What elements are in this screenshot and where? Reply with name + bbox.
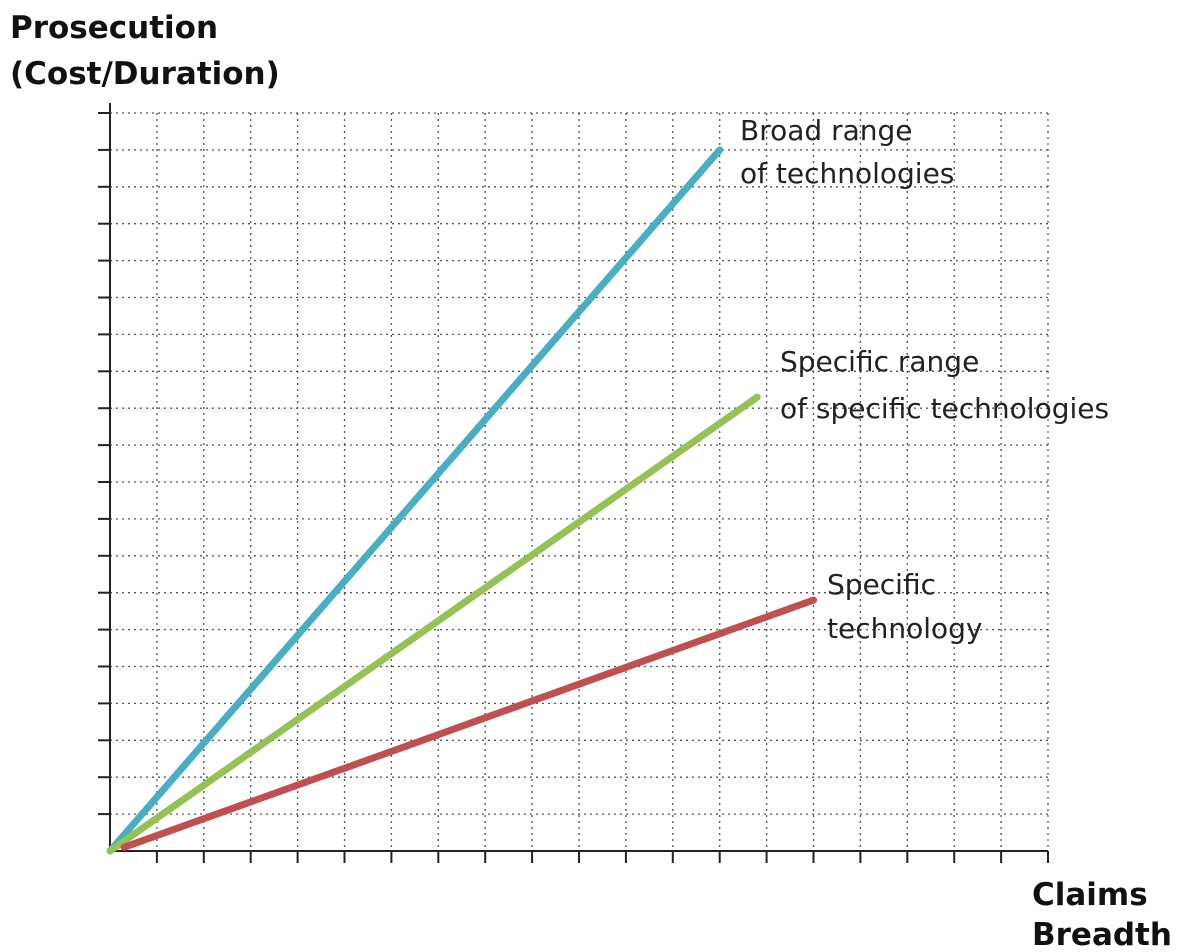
series-label-specific-technology-line1: Specific [827,568,936,601]
series-label-broad-line2: of technologies [740,157,954,190]
series-line-specific-range [106,393,761,855]
axes [98,103,1049,863]
y-axis-title-line2: (Cost/Duration) [10,56,280,92]
series-line-broad-range [106,146,724,855]
y-axis-title-line1: Prosecution [10,10,218,46]
series-label-broad-line1: Broad range [740,114,912,147]
grid [110,112,1049,851]
series-labels: Broad range of technologies Specific ran… [740,114,1109,645]
series-label-specific-technology-line2: technology [827,612,982,645]
series-label-specific-range-line2: of specific technologies [780,392,1109,425]
series-lines [106,146,817,855]
x-axis-title-line1: Claims [1032,877,1148,913]
series-label-specific-range-line1: Specific range [780,345,979,378]
series-line-specific-technology [120,596,817,851]
x-axis-title-line2: Breadth [1032,917,1172,952]
